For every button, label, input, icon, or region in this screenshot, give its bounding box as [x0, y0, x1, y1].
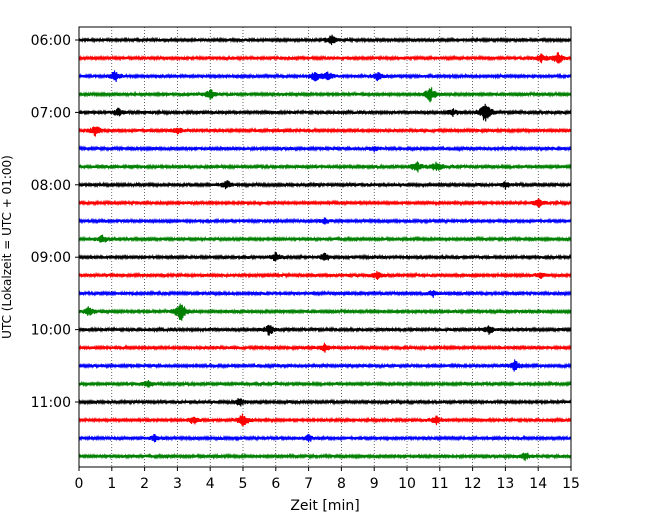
x-tick-label: 5: [239, 476, 248, 492]
x-tick-label: 0: [75, 476, 84, 492]
trace-0615: [78, 52, 572, 64]
trace-0845: [78, 234, 572, 243]
trace-1015: [78, 342, 572, 353]
trace-1045: [78, 380, 572, 388]
x-tick-label: 9: [370, 476, 379, 492]
x-tick-label: 6: [271, 476, 280, 492]
trace-0900: [78, 251, 572, 262]
x-tick-label: 10: [398, 476, 416, 492]
trace-0630: [78, 70, 572, 82]
x-gridlines: [111, 27, 539, 467]
y-tick-label: 06:00: [31, 33, 71, 49]
trace-0600: [78, 34, 572, 46]
trace-0745: [78, 161, 572, 173]
x-axis-ticks: 0 1 2 3 4 5 6 7 8 9 10 11 12 13 14 15: [75, 467, 580, 492]
y-tick-label: 07:00: [31, 105, 71, 121]
x-tick-label: 15: [562, 476, 580, 492]
seismogram-traces: [78, 34, 572, 462]
trace-1115: [78, 413, 572, 427]
trace-0645: [78, 87, 572, 103]
x-tick-label: 2: [140, 476, 149, 492]
plot-background: [79, 27, 571, 467]
trace-1000: [78, 324, 572, 336]
trace-0945: [78, 303, 572, 321]
trace-0830: [78, 217, 572, 225]
y-axis-ticks: 06:00 07:00 08:00 09:00 10:00 11:00: [31, 33, 79, 411]
trace-1130: [78, 433, 572, 443]
y-tick-label: 09:00: [31, 250, 71, 266]
x-tick-label: 14: [529, 476, 547, 492]
x-tick-label: 4: [206, 476, 215, 492]
y-tick-label: 11:00: [31, 395, 71, 411]
x-tick-label: 7: [304, 476, 313, 492]
x-tick-label: 12: [464, 476, 482, 492]
x-tick-label: 3: [173, 476, 182, 492]
trace-0930: [78, 289, 572, 298]
x-tick-label: 8: [337, 476, 346, 492]
x-tick-label: 13: [496, 476, 514, 492]
trace-1145: [78, 452, 572, 462]
trace-0800: [78, 180, 572, 190]
y-tick-label: 08:00: [31, 178, 71, 194]
trace-0715: [78, 126, 572, 137]
x-tick-label: 1: [107, 476, 116, 492]
x-axis-label: Zeit [min]: [290, 498, 359, 514]
trace-0700: [78, 103, 572, 122]
trace-1100: [78, 397, 572, 407]
plot-frame: [78, 26, 572, 468]
y-axis-label: UTC (Lokalzeit = UTC + 01:00): [0, 155, 14, 339]
y-tick-label: 10:00: [31, 323, 71, 339]
trace-0730: [78, 145, 572, 153]
trace-0815: [78, 198, 572, 208]
x-tick-label: 11: [431, 476, 449, 492]
trace-0915: [78, 270, 572, 280]
trace-1030: [78, 359, 572, 372]
